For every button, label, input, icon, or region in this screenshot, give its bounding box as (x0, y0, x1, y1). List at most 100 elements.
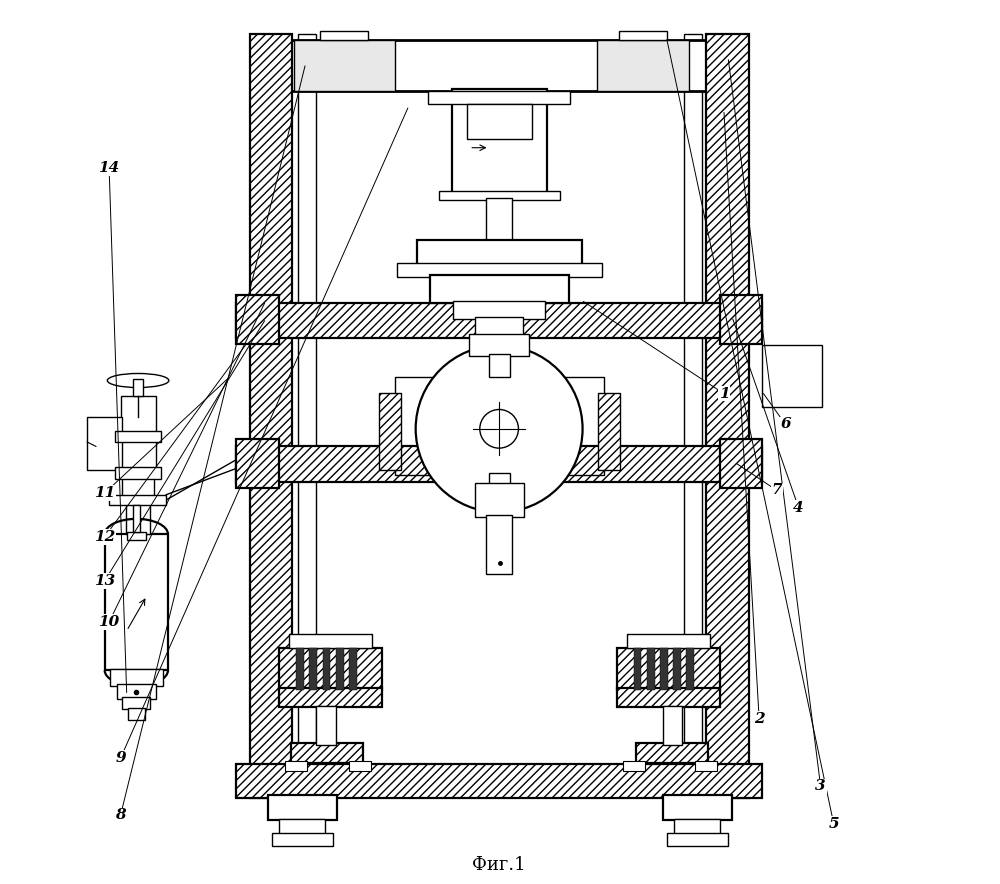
Bar (597, 40, 689, 91)
Bar (127, 531, 146, 540)
Bar (128, 708, 145, 720)
Text: 13: 13 (94, 574, 115, 588)
Bar (673, 648, 681, 690)
Bar (720, 295, 762, 344)
Bar (133, 378, 143, 396)
Text: 11: 11 (94, 486, 115, 500)
Bar (236, 765, 762, 797)
Bar (706, 34, 749, 797)
Bar (236, 303, 762, 339)
Bar (636, 743, 708, 763)
Bar (349, 761, 371, 772)
Bar (291, 743, 363, 763)
Bar (117, 684, 156, 698)
Bar (428, 91, 570, 103)
Bar (296, 648, 304, 690)
Bar (236, 295, 279, 344)
Bar (684, 34, 702, 797)
Bar (467, 103, 532, 139)
Bar (439, 191, 560, 200)
Ellipse shape (107, 373, 169, 387)
Text: 5: 5 (828, 817, 839, 831)
Bar (279, 819, 325, 834)
Bar (279, 688, 382, 707)
Bar (489, 473, 510, 484)
Bar (122, 697, 150, 709)
Bar (674, 819, 720, 834)
Bar (110, 668, 163, 686)
Bar (298, 34, 316, 797)
Bar (720, 439, 762, 488)
Bar (598, 392, 620, 470)
Bar (617, 648, 720, 690)
Bar (236, 295, 279, 344)
Bar (289, 634, 372, 648)
Bar (623, 761, 645, 772)
Bar (87, 417, 122, 470)
Text: 1: 1 (719, 386, 729, 400)
Bar (475, 484, 524, 516)
Bar (105, 534, 168, 670)
Bar (250, 34, 292, 797)
Bar (619, 31, 667, 40)
Bar (430, 275, 569, 303)
Text: 9: 9 (115, 751, 126, 766)
Bar (453, 301, 545, 319)
Bar (309, 648, 317, 690)
Bar (236, 446, 762, 482)
Text: 6: 6 (780, 417, 791, 431)
Bar (122, 477, 154, 497)
Text: Фиг.1: Фиг.1 (472, 857, 526, 874)
Bar (695, 761, 717, 772)
Bar (634, 648, 641, 690)
Bar (397, 263, 602, 277)
Bar (121, 440, 156, 469)
Circle shape (480, 409, 518, 448)
Bar (452, 89, 547, 196)
Bar (663, 795, 732, 819)
Bar (598, 392, 620, 470)
Text: 12: 12 (94, 530, 115, 544)
Bar (336, 648, 344, 690)
Bar (489, 354, 510, 377)
Circle shape (416, 346, 583, 512)
Bar (236, 446, 762, 482)
Bar (720, 439, 762, 488)
Bar (762, 346, 822, 407)
Text: 8: 8 (115, 808, 126, 822)
Bar (320, 31, 368, 40)
Bar (236, 765, 762, 797)
Bar (279, 688, 382, 707)
Bar (627, 634, 710, 648)
Bar (636, 743, 708, 763)
Bar (133, 506, 140, 531)
Bar (349, 648, 357, 690)
Bar (250, 40, 746, 91)
Bar (469, 334, 529, 356)
Bar (475, 317, 523, 337)
Bar (486, 514, 512, 574)
Text: 4: 4 (793, 501, 804, 514)
Bar (272, 833, 333, 846)
Text: 2: 2 (754, 712, 764, 726)
Bar (706, 34, 749, 797)
Text: 7: 7 (771, 484, 782, 498)
Bar (236, 439, 279, 488)
Bar (686, 648, 694, 690)
Bar (279, 648, 382, 690)
Bar (667, 833, 728, 846)
Bar (617, 688, 720, 707)
Bar (115, 467, 161, 479)
Bar (115, 431, 161, 442)
Bar (660, 648, 668, 690)
Bar (121, 396, 156, 433)
Bar (250, 34, 292, 797)
Bar (316, 705, 336, 745)
Bar (109, 495, 166, 506)
Text: 10: 10 (98, 615, 120, 629)
Bar (323, 648, 330, 690)
Bar (294, 40, 395, 91)
Bar (236, 439, 279, 488)
Bar (486, 198, 512, 240)
Bar (617, 688, 720, 707)
